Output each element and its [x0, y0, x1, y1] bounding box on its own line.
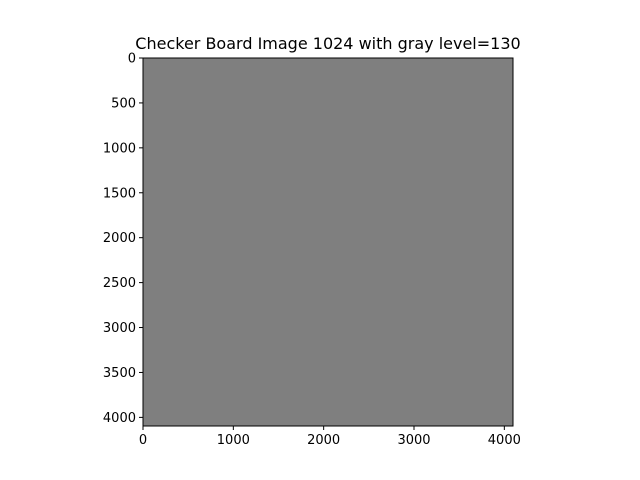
y-tick-label: 1500: [103, 186, 136, 201]
image-area: [143, 58, 513, 426]
image-stripe: [143, 230, 513, 237]
image-stripe: [143, 115, 513, 122]
image-stripe: [143, 414, 513, 421]
image-stripe: [143, 357, 513, 363]
image-stripe: [143, 127, 513, 133]
chart-title: Checker Board Image 1024 with gray level…: [135, 34, 520, 53]
image-stripe: [143, 138, 513, 145]
y-tick-label: 500: [111, 96, 136, 111]
image-stripe: [143, 150, 513, 156]
gray-image: [143, 58, 513, 426]
image-stripe: [143, 219, 513, 225]
image-stripe: [143, 288, 513, 294]
image-stripe: [143, 184, 513, 191]
image-stripe: [143, 311, 513, 317]
image-stripe: [143, 276, 513, 283]
y-tick-label: 1000: [103, 141, 136, 156]
image-stripe: [143, 69, 513, 76]
image-stripe: [143, 334, 513, 340]
image-stripe: [143, 380, 513, 386]
x-axis: 0 1000 2000 3000 4000: [139, 426, 521, 448]
image-stripe: [143, 322, 513, 329]
image-stripe: [143, 196, 513, 202]
y-axis: 0 500 1000 1500 2000 2500 3000 3500 4000: [103, 52, 143, 426]
image-stripe: [143, 299, 513, 306]
x-tick-label: 0: [139, 433, 147, 448]
image-stripe: [143, 265, 513, 271]
image-stripe: [143, 345, 513, 352]
x-tick-label: 3000: [397, 433, 430, 448]
y-tick-label: 2500: [103, 276, 136, 291]
x-tick-label: 2000: [307, 433, 340, 448]
image-stripe: [143, 242, 513, 248]
y-tick-label: 3500: [103, 366, 136, 381]
y-tick-label: 3000: [103, 321, 136, 336]
y-tick-label: 4000: [103, 411, 136, 426]
y-tick-label: 0: [128, 52, 136, 67]
axes-frame: [142, 57, 514, 427]
image-stripe: [143, 161, 513, 168]
x-tick-label: 4000: [488, 433, 521, 448]
image-stripe: [143, 58, 513, 64]
x-tick-label: 1000: [217, 433, 250, 448]
image-stripe: [143, 207, 513, 214]
image-stripe: [143, 104, 513, 110]
image-stripe: [143, 403, 513, 409]
image-stripe: [143, 391, 513, 398]
y-tick-label: 2000: [103, 231, 136, 246]
image-stripe: [143, 253, 513, 260]
image-stripe: [143, 81, 513, 87]
image-stripe: [143, 173, 513, 179]
image-stripe: [143, 368, 513, 375]
image-stripe: [143, 92, 513, 99]
